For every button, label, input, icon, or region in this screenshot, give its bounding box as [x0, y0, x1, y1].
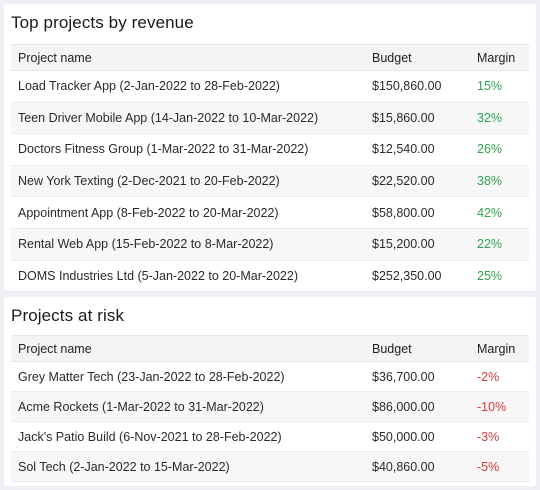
project-name-cell: DOMS Industries Ltd (5-Jan-2022 to 20-Ma… — [11, 260, 365, 293]
risk-projects-table: Project name Budget Margin Grey Matter T… — [11, 335, 529, 482]
table-row[interactable]: DOMS Industries Ltd (5-Jan-2022 to 20-Ma… — [11, 260, 529, 293]
project-name-cell: Grey Matter Tech (23-Jan-2022 to 28-Feb-… — [11, 361, 365, 392]
risk-projects-card: Projects at risk Project name Budget Mar… — [4, 297, 536, 486]
table-row[interactable]: Teen Driver Mobile App (14-Jan-2022 to 1… — [11, 102, 529, 135]
margin-cell: -10% — [470, 391, 529, 422]
table-row[interactable]: Appointment App (8-Feb-2022 to 20-Mar-20… — [11, 196, 529, 229]
margin-cell: 38% — [470, 165, 529, 198]
margin-cell: -2% — [470, 361, 529, 392]
budget-cell: $15,860.00 — [365, 102, 470, 135]
column-header-margin[interactable]: Margin — [470, 44, 529, 71]
table-row[interactable]: Rental Web App (15-Feb-2022 to 8-Mar-202… — [11, 228, 529, 261]
table-row[interactable]: Load Tracker App (2-Jan-2022 to 28-Feb-2… — [11, 70, 529, 103]
column-header-project-name[interactable]: Project name — [11, 44, 365, 71]
budget-cell: $58,800.00 — [365, 196, 470, 229]
budget-cell: $150,860.00 — [365, 70, 470, 103]
margin-cell: 42% — [470, 196, 529, 229]
project-name-cell: Appointment App (8-Feb-2022 to 20-Mar-20… — [11, 196, 365, 229]
table-header-row: Project name Budget Margin — [11, 44, 529, 71]
table-row[interactable]: Sol Tech (2-Jan-2022 to 15-Mar-2022) $40… — [11, 451, 529, 482]
budget-cell: $12,540.00 — [365, 133, 470, 166]
margin-cell: 32% — [470, 102, 529, 135]
column-header-margin[interactable]: Margin — [470, 335, 529, 362]
table-row[interactable]: Jack's Patio Build (6-Nov-2021 to 28-Feb… — [11, 421, 529, 452]
table-row[interactable]: Doctors Fitness Group (1-Mar-2022 to 31-… — [11, 133, 529, 166]
project-name-cell: Acme Rockets (1-Mar-2022 to 31-Mar-2022) — [11, 391, 365, 422]
top-projects-title: Top projects by revenue — [11, 13, 194, 32]
budget-cell: $86,000.00 — [365, 391, 470, 422]
budget-cell: $22,520.00 — [365, 165, 470, 198]
budget-cell: $50,000.00 — [365, 421, 470, 452]
table-row[interactable]: Grey Matter Tech (23-Jan-2022 to 28-Feb-… — [11, 361, 529, 392]
table-row[interactable]: New York Texting (2-Dec-2021 to 20-Feb-2… — [11, 165, 529, 198]
budget-cell: $15,200.00 — [365, 228, 470, 261]
budget-cell: $252,350.00 — [365, 260, 470, 293]
column-header-budget[interactable]: Budget — [365, 335, 470, 362]
margin-cell: 15% — [470, 70, 529, 103]
project-name-cell: Sol Tech (2-Jan-2022 to 15-Mar-2022) — [11, 451, 365, 482]
budget-cell: $36,700.00 — [365, 361, 470, 392]
project-name-cell: Doctors Fitness Group (1-Mar-2022 to 31-… — [11, 133, 365, 166]
margin-cell: -3% — [470, 421, 529, 452]
top-projects-table: Project name Budget Margin Load Tracker … — [11, 44, 529, 293]
margin-cell: 26% — [470, 133, 529, 166]
project-name-cell: Jack's Patio Build (6-Nov-2021 to 28-Feb… — [11, 421, 365, 452]
project-name-cell: New York Texting (2-Dec-2021 to 20-Feb-2… — [11, 165, 365, 198]
top-projects-card: Top projects by revenue Project name Bud… — [4, 4, 536, 293]
column-header-budget[interactable]: Budget — [365, 44, 470, 71]
margin-cell: 22% — [470, 228, 529, 261]
margin-cell: 25% — [470, 260, 529, 293]
project-name-cell: Rental Web App (15-Feb-2022 to 8-Mar-202… — [11, 228, 365, 261]
table-row[interactable]: Acme Rockets (1-Mar-2022 to 31-Mar-2022)… — [11, 391, 529, 422]
risk-projects-title: Projects at risk — [11, 306, 125, 325]
margin-cell: -5% — [470, 451, 529, 482]
budget-cell: $40,860.00 — [365, 451, 470, 482]
project-name-cell: Teen Driver Mobile App (14-Jan-2022 to 1… — [11, 102, 365, 135]
project-name-cell: Load Tracker App (2-Jan-2022 to 28-Feb-2… — [11, 70, 365, 103]
column-header-project-name[interactable]: Project name — [11, 335, 365, 362]
table-header-row: Project name Budget Margin — [11, 335, 529, 362]
